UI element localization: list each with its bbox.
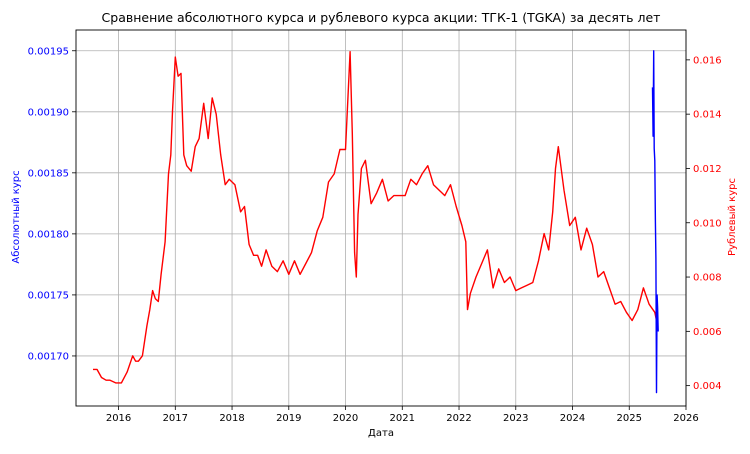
- y-right-tick-label: 0.004: [693, 381, 722, 392]
- x-tick-label: 2026: [673, 413, 698, 424]
- y-right-tick-label: 0.012: [693, 164, 722, 175]
- y-left-tick-label: 0.00185: [28, 168, 69, 179]
- x-tick-label: 2016: [106, 413, 131, 424]
- x-tick-label: 2023: [503, 413, 528, 424]
- y-right-tick-label: 0.008: [693, 273, 722, 284]
- x-tick-label: 2021: [390, 413, 415, 424]
- plot-frame: [75, 29, 687, 407]
- y-axis-left-label: Абсолютный курс: [11, 170, 22, 263]
- x-tick-label: 2025: [617, 413, 642, 424]
- y-axis-right-label: Рублевый курс: [727, 178, 738, 256]
- y-left-tick-label: 0.00175: [28, 290, 69, 301]
- absolute-price-line: [651, 50, 659, 394]
- y-right-tick-label: 0.014: [693, 110, 722, 121]
- x-tick-label: 2019: [276, 413, 301, 424]
- tick-labels: 2016 2017 2018 2019 2020 2021 2022 2023 2024 2025…: [28, 46, 722, 424]
- chart-title: Сравнение абсолютного курса и рублевого …: [102, 10, 661, 25]
- ruble-price-line: [93, 51, 659, 384]
- x-tick-label: 2018: [219, 413, 244, 424]
- y-left-tick-label: 0.00190: [28, 107, 69, 118]
- x-tick-label: 2024: [560, 413, 585, 424]
- y-right-tick-label: 0.006: [693, 327, 722, 338]
- y-left-tick-label: 0.00195: [28, 46, 69, 57]
- grid-lines: [76, 30, 687, 406]
- series-layer: [93, 50, 659, 394]
- x-tick-label: 2020: [333, 413, 358, 424]
- x-axis-label: Дата: [368, 428, 394, 439]
- y-right-tick-label: 0.016: [693, 55, 722, 66]
- x-tick-label: 2022: [446, 413, 471, 424]
- y-left-tick-label: 0.00180: [28, 229, 69, 240]
- axes: [72, 29, 690, 410]
- x-tick-label: 2017: [163, 413, 188, 424]
- y-right-tick-label: 0.010: [693, 218, 722, 229]
- y-left-tick-label: 0.00170: [28, 351, 69, 362]
